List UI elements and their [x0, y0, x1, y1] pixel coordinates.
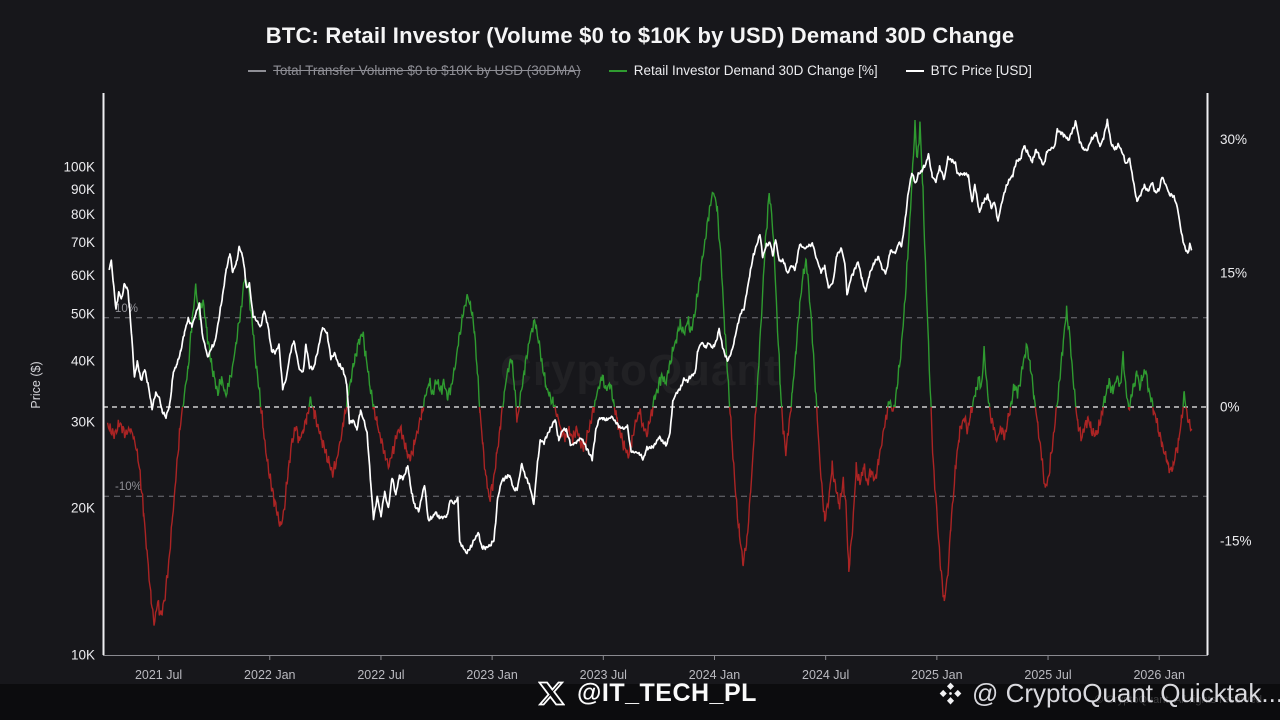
legend-marker-retail-demand-icon — [608, 69, 627, 72]
legend-marker-transfer-volume-icon — [248, 69, 267, 72]
cryptoquant-attrib-text: @ CryptoQuant Quicktak... — [972, 678, 1280, 708]
legend-item-btc-price[interactable]: BTC Price [USD] — [905, 63, 1032, 78]
x-tick-label: 2025 Jul — [1024, 668, 1071, 682]
x-tick-label: 2024 Jan — [689, 668, 740, 682]
ref-line-label: 10% — [115, 303, 138, 315]
legend-marker-btc-price-icon — [905, 69, 924, 72]
chart-title: BTC: Retail Investor (Volume $0 to $10K … — [265, 23, 1015, 48]
legend-label-transfer-volume: Total Transfer Volume $0 to $10K by USD … — [273, 63, 581, 78]
price-axis-title: Price ($) — [29, 361, 43, 408]
legend-label-retail-demand: Retail Investor Demand 30D Change [%] — [633, 63, 878, 78]
price-tick-label: 80K — [71, 207, 95, 222]
price-tick-label: 50K — [71, 306, 95, 321]
price-tick-label: 20K — [71, 501, 95, 516]
btc-price-series — [108, 118, 1193, 555]
cryptoquant-attribution[interactable]: @ CryptoQuant Quicktak... — [938, 678, 1280, 709]
price-tick-label: 40K — [71, 354, 95, 369]
price-tick-label: 70K — [71, 235, 95, 250]
x-logo-icon — [538, 681, 565, 706]
footer-bar: © CryptoQuant. All rights reserved @IT_T… — [0, 678, 1280, 720]
pct-tick-label: 15% — [1220, 266, 1247, 281]
x-tick-label: 2023 Jul — [580, 668, 627, 682]
pct-tick-label: 0% — [1220, 400, 1240, 415]
price-tick-label: 10K — [71, 648, 95, 663]
price-tick-label: 60K — [71, 268, 95, 283]
x-tick-label: 2022 Jan — [244, 668, 295, 682]
x-tick-label: 2023 Jan — [466, 668, 517, 682]
retail-demand-series-negative — [106, 407, 1193, 626]
retail-demand-series-positive — [181, 119, 1187, 407]
legend-item-transfer-volume[interactable]: Total Transfer Volume $0 to $10K by USD … — [248, 63, 581, 78]
price-tick-label: 30K — [71, 415, 95, 430]
x-tick-label: 2026 Jan — [1133, 668, 1184, 682]
legend-label-btc-price: BTC Price [USD] — [930, 63, 1032, 78]
price-tick-label: 100K — [63, 160, 95, 175]
copyright-ghost-text: © CryptoQuant. All rights reserved — [1094, 694, 1262, 706]
x-tick-label: 2024 Jul — [802, 668, 849, 682]
legend: Total Transfer Volume $0 to $10K by USD … — [0, 63, 1280, 78]
x-attribution[interactable]: @IT_TECH_PL — [538, 679, 757, 708]
legend-item-retail-demand[interactable]: Retail Investor Demand 30D Change [%] — [608, 63, 878, 78]
pct-tick-label: 30% — [1220, 132, 1247, 147]
x-tick-label: 2022 Jul — [357, 668, 404, 682]
ref-line-label: -10% — [115, 481, 142, 493]
cryptoquant-logo-icon — [939, 682, 962, 705]
x-tick-label: 2021 Jul — [135, 668, 182, 682]
x-tick-label: 2025 Jan — [911, 668, 962, 682]
price-tick-label: 90K — [71, 182, 95, 197]
x-handle: @IT_TECH_PL — [577, 679, 757, 707]
pct-tick-label: -15% — [1220, 533, 1252, 548]
